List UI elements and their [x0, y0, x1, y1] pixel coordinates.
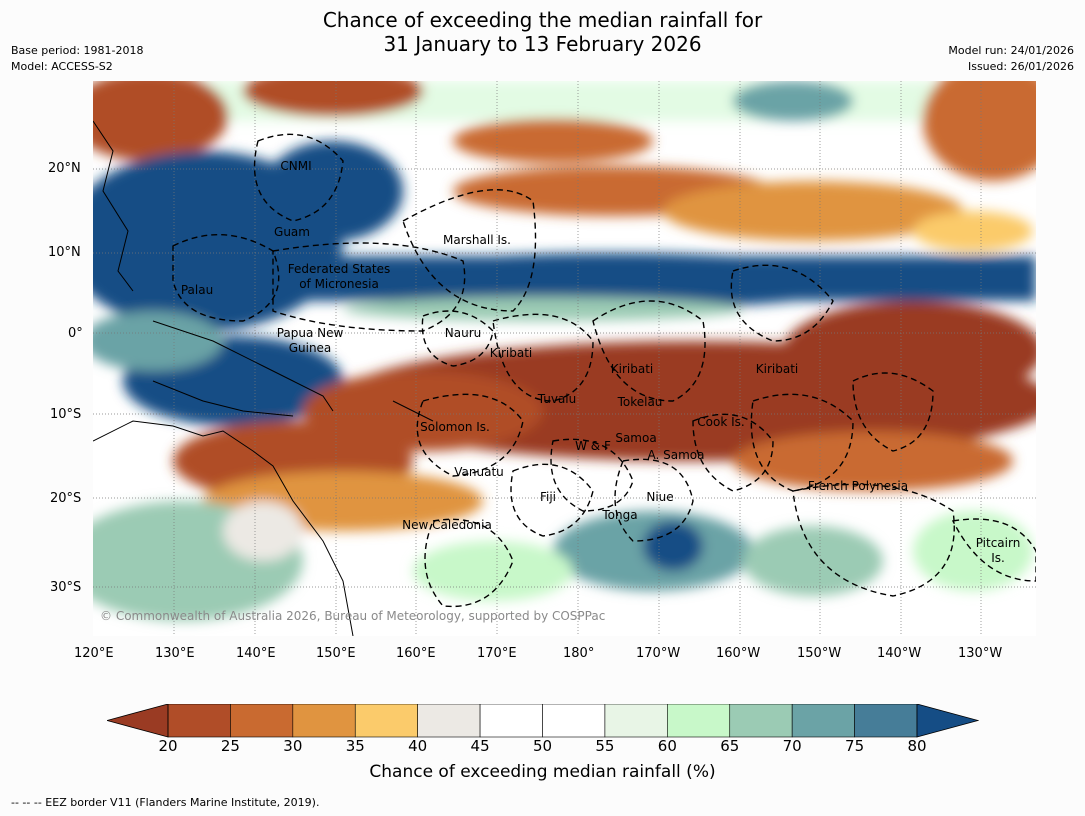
- colorbar-cell: [292, 704, 356, 738]
- region-label-kiribati-east: Kiribati: [755, 362, 799, 376]
- colorbar-cell: [854, 704, 918, 738]
- colorbar-cell: [667, 704, 731, 738]
- eez-borders: [172, 133, 1036, 608]
- lat-label-10n: 10°N: [48, 245, 81, 260]
- lon-label-140e: 140°E: [236, 646, 276, 661]
- region-label-niue: Niue: [646, 490, 674, 504]
- colorbar-high-arrow: [917, 704, 978, 737]
- colorbar-title: Chance of exceeding median rainfall (%): [369, 762, 716, 782]
- lat-label-10s: 10°S: [50, 407, 82, 422]
- colorbar-tick-label: 45: [470, 737, 490, 755]
- region-label-vanuatu: Vanuatu: [454, 465, 504, 479]
- colorbar-cell: [167, 704, 231, 738]
- lon-label-150w: 150°W: [797, 646, 842, 661]
- region-label-cook: Cook Is.: [697, 415, 745, 429]
- map-canvas: [93, 81, 1036, 636]
- colorbar-tick-label: 30: [283, 737, 303, 755]
- region-label-french-polynesia: French Polynesia: [807, 479, 909, 493]
- coastlines: [93, 120, 434, 636]
- region-label-png-2: Guinea: [288, 341, 332, 355]
- region-label-guam: Guam: [274, 225, 310, 239]
- model-run: Model run: 24/01/2026: [948, 44, 1074, 57]
- colorbar-tick-label: 35: [345, 737, 365, 755]
- colorbar-tick-label: 25: [220, 737, 240, 755]
- region-label-solomon: Solomon Is.: [420, 420, 490, 434]
- lat-label-20n: 20°N: [48, 161, 81, 176]
- region-label-tokelau: Tokelau: [617, 395, 663, 409]
- region-label-tuvalu: Tuvalu: [537, 392, 577, 406]
- colorbar-cell: [479, 704, 543, 738]
- colorbar-tick-label: 80: [907, 737, 927, 755]
- lon-label-160w: 160°W: [716, 646, 761, 661]
- colorbar-cell: [230, 704, 294, 738]
- region-label-marshall: Marshall Is.: [443, 233, 511, 247]
- colorbar-tick-label: 55: [595, 737, 615, 755]
- region-label-new-caledonia: New Caledonia: [402, 518, 492, 532]
- colorbar-cells: [167, 704, 918, 738]
- colorbar-cell: [354, 704, 418, 738]
- colorbar-tick-label: 65: [720, 737, 740, 755]
- region-label-png-1: Papua New: [276, 326, 344, 340]
- lon-label-150e: 150°E: [316, 646, 356, 661]
- colorbar-cell: [729, 704, 793, 738]
- lon-label-130w: 130°W: [958, 646, 1003, 661]
- colorbar-cell: [542, 704, 606, 738]
- colorbar-tick-label: 20: [158, 737, 178, 755]
- region-label-tonga: Tonga: [602, 508, 638, 522]
- lat-label-20s: 20°S: [50, 491, 82, 506]
- region-label-kiribati-central: Kiribati: [610, 362, 654, 376]
- rainfall-map: [93, 81, 1036, 636]
- region-label-fsm-2: of Micronesia: [299, 277, 379, 291]
- colorbar-tick-label: 50: [532, 737, 553, 755]
- lon-label-170w: 170°W: [636, 646, 681, 661]
- base-period: Base period: 1981-2018: [11, 44, 144, 57]
- colorbar-tick-label: 75: [845, 737, 865, 755]
- lon-label-170e: 170°E: [477, 646, 517, 661]
- colorbar-tick-label: 60: [657, 737, 677, 755]
- lat-label-30s: 30°S: [50, 580, 82, 595]
- model-name: Model: ACCESS-S2: [11, 60, 113, 73]
- colorbar: [107, 704, 979, 738]
- chart-title-line1: Chance of exceeding the median rainfall …: [322, 8, 763, 32]
- lat-label-0: 0°: [68, 326, 83, 341]
- rainfall-field: [93, 81, 1036, 621]
- colorbar-cell: [604, 704, 668, 738]
- region-label-nauru: Nauru: [444, 326, 482, 340]
- colorbar-cell: [417, 704, 481, 738]
- issued-date: Issued: 26/01/2026: [967, 60, 1074, 73]
- region-label-cnmi: CNMI: [280, 159, 312, 173]
- region-label-pitcairn-1: Pitcairn: [975, 536, 1021, 550]
- colorbar-cell: [791, 704, 855, 738]
- eez-border-legend: -- -- -- EEZ border V11 (Flanders Marine…: [11, 796, 320, 809]
- chart-title-line2: 31 January to 13 February 2026: [383, 32, 702, 56]
- lon-label-160e: 160°E: [396, 646, 436, 661]
- region-label-kiribati-west: Kiribati: [489, 346, 533, 360]
- lon-label-180: 180°: [563, 646, 595, 661]
- colorbar-tick-label: 70: [782, 737, 802, 755]
- colorbar-tick-label: 40: [408, 737, 428, 755]
- colorbar-low-arrow: [107, 704, 168, 737]
- region-label-fsm-1: Federated States: [287, 262, 391, 276]
- lon-label-140w: 140°W: [877, 646, 922, 661]
- region-label-samoa: Samoa: [615, 431, 657, 445]
- region-label-palau: Palau: [180, 283, 214, 297]
- region-label-fiji: Fiji: [539, 490, 557, 504]
- region-label-wallis-futuna: W & F: [575, 439, 611, 453]
- copyright-notice: © Commonwealth of Australia 2026, Bureau…: [100, 609, 606, 623]
- lon-label-130e: 130°E: [155, 646, 195, 661]
- region-label-american-samoa: A. Samoa: [647, 448, 705, 462]
- region-label-pitcairn-2: Is.: [991, 551, 1005, 565]
- lon-label-120e: 120°E: [74, 646, 114, 661]
